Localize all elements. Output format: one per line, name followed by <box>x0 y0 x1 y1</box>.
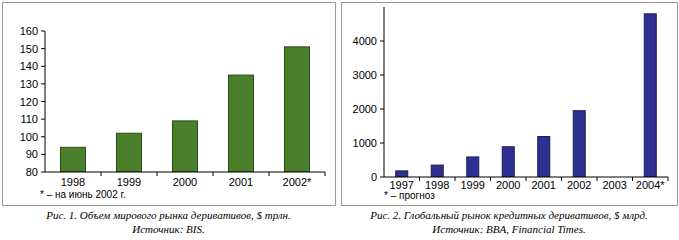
x-tick <box>325 172 326 176</box>
bars <box>61 47 310 172</box>
x-tick <box>490 177 491 181</box>
y-tick <box>380 41 384 42</box>
x-tick <box>561 177 562 181</box>
bar <box>502 147 514 177</box>
y-tick <box>41 31 45 32</box>
x-tick-label: 1998 <box>61 176 85 188</box>
y-tick <box>380 143 384 144</box>
x-tick <box>526 177 527 181</box>
y-tick <box>380 109 384 110</box>
y-axis <box>384 7 385 177</box>
x-tick <box>269 172 270 176</box>
x-tick <box>668 177 669 181</box>
y-tick <box>41 154 45 155</box>
x-tick <box>101 172 102 176</box>
x-tick <box>455 177 456 181</box>
chart-panel: 0100020003000400019971998199920002001200… <box>342 3 678 206</box>
x-tick-label: 2001 <box>229 176 253 188</box>
x-tick-label: 2000 <box>496 179 520 191</box>
footnote: * – прогноз <box>384 190 435 201</box>
y-tick <box>41 66 45 67</box>
y-tick-label: 160 <box>20 25 38 37</box>
source: Источник: BBA, Financial Times. <box>431 223 585 235</box>
y-tick-label: 3000 <box>353 69 377 81</box>
bar <box>229 75 254 172</box>
y-tick-label: 150 <box>20 43 38 55</box>
footnote: * – на июнь 2002 г. <box>40 189 126 200</box>
x-tick <box>632 177 633 181</box>
y-axis <box>45 31 46 172</box>
caption: Рис. 2. Глобальный рынок кредитных дерив… <box>369 209 648 221</box>
y-tick-label: 90 <box>26 148 38 160</box>
y-tick-label: 120 <box>20 96 38 108</box>
x-tick <box>597 177 598 181</box>
y-tick-label: 2000 <box>353 103 377 115</box>
y-tick-label: 1000 <box>353 137 377 149</box>
chart-panel: 80 90 100 110 120 130 140 150 160 1998 1999 2000 200… <box>3 3 336 206</box>
y-tick-label: 0 <box>371 171 377 183</box>
y-tick <box>41 101 45 102</box>
bar <box>61 147 86 172</box>
x-tick-label: 2000 <box>173 176 197 188</box>
caption: Рис. 1. Объем мирового рынка деривативов… <box>45 209 291 221</box>
bar <box>285 47 310 172</box>
x-tick-label: 2002* <box>283 176 312 188</box>
bar <box>644 14 656 177</box>
bar <box>431 165 443 177</box>
y-tick <box>41 119 45 120</box>
bar <box>538 137 550 177</box>
x-tick-label: 2002 <box>567 179 591 191</box>
x-tick <box>157 172 158 176</box>
x-tick-label: 1999 <box>461 179 485 191</box>
y-tick <box>41 83 45 84</box>
figure: 80 90 100 110 120 130 140 150 160 1998 1999 2000 200… <box>0 0 679 240</box>
y-tick <box>41 48 45 49</box>
bar <box>396 171 408 177</box>
bar <box>467 157 479 177</box>
y-tick-label: 100 <box>20 131 38 143</box>
y-tick <box>41 136 45 137</box>
source: Источник: BIS. <box>131 223 204 235</box>
y-tick-label: 80 <box>26 166 38 178</box>
x-tick-label: 2001 <box>532 179 556 191</box>
panel-frame <box>3 3 336 206</box>
panel-frame <box>342 3 678 206</box>
y-tick <box>41 172 45 173</box>
x-tick-label: 2003 <box>603 179 627 191</box>
x-tick <box>213 172 214 176</box>
y-tick-label: 130 <box>20 78 38 90</box>
bars <box>396 14 657 177</box>
y-tick-label: 110 <box>20 113 38 125</box>
x-tick-label: 1999 <box>117 176 141 188</box>
y-tick-label: 140 <box>20 60 38 72</box>
y-tick <box>380 177 384 178</box>
bar <box>173 121 198 172</box>
x-tick <box>419 177 420 181</box>
bar <box>573 111 585 177</box>
x-axis <box>45 172 325 173</box>
bar <box>117 133 142 172</box>
y-tick <box>380 75 384 76</box>
y-tick-label: 4000 <box>353 35 377 47</box>
x-tick-label: 2004* <box>636 179 665 191</box>
